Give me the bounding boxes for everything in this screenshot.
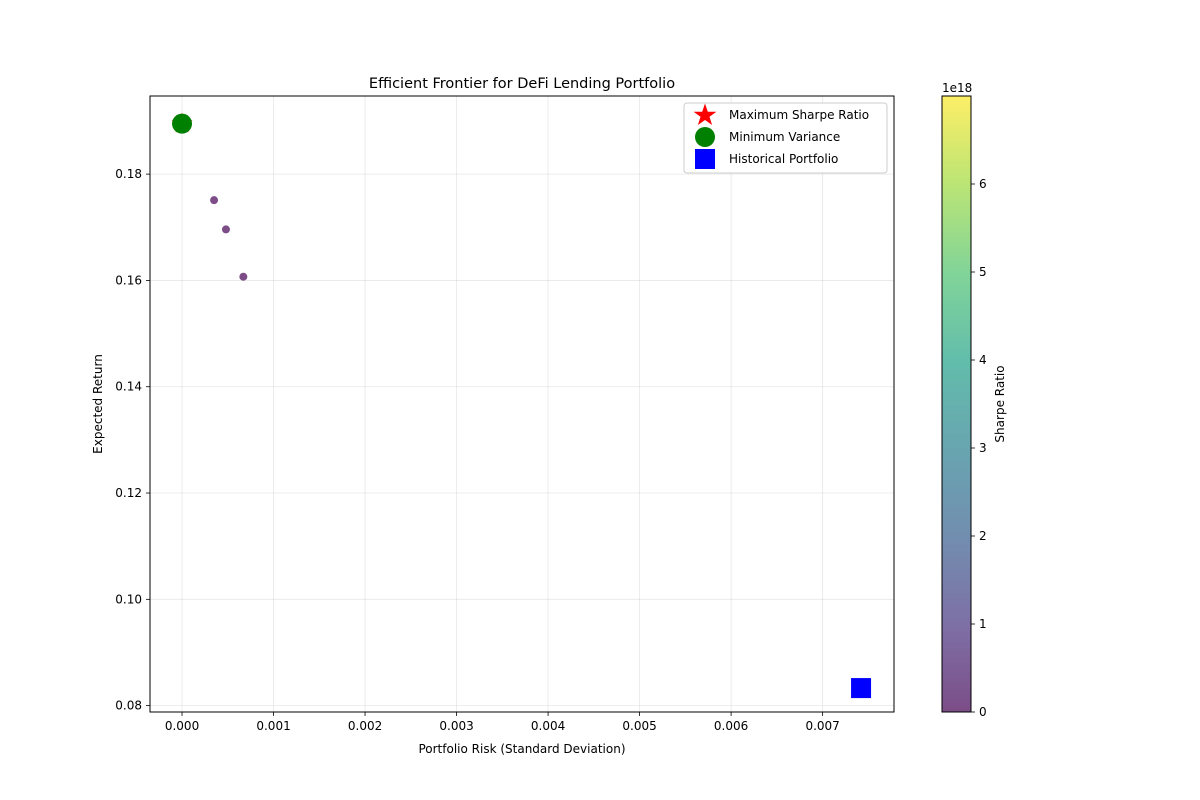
y-tick-label: 0.10 xyxy=(115,592,142,606)
colorbar-offset-text: 1e18 xyxy=(942,81,972,95)
colorbar-tick-label: 6 xyxy=(979,177,987,191)
min-variance-marker xyxy=(172,114,192,134)
legend-circle-marker xyxy=(695,127,715,147)
colorbar-tick-label: 3 xyxy=(979,441,987,455)
x-axis-title: Portfolio Risk (Standard Deviation) xyxy=(418,742,625,756)
historical-portfolio-marker xyxy=(851,678,871,698)
colorbar-ticks: 0 1 2 3 4 5 6 xyxy=(971,177,987,719)
frontier-point xyxy=(239,273,247,281)
legend-label-min-variance: Minimum Variance xyxy=(729,130,840,144)
x-tick-label: 0.002 xyxy=(348,719,382,733)
plot-area xyxy=(150,96,894,712)
legend-square-marker xyxy=(695,149,715,169)
y-tick-label: 0.18 xyxy=(115,167,142,181)
x-tick-label: 0.000 xyxy=(165,719,199,733)
colorbar-tick-label: 0 xyxy=(979,705,987,719)
colorbar-tick-label: 4 xyxy=(979,353,987,367)
x-tick-label: 0.004 xyxy=(531,719,565,733)
colorbar-gradient xyxy=(942,96,971,712)
colorbar-tick-label: 5 xyxy=(979,265,987,279)
y-tick-label: 0.12 xyxy=(115,486,142,500)
frontier-point xyxy=(222,225,230,233)
frontier-point xyxy=(210,196,218,204)
legend-label-historical: Historical Portfolio xyxy=(729,152,838,166)
x-tick-label: 0.001 xyxy=(256,719,290,733)
x-tick-label: 0.006 xyxy=(714,719,748,733)
y-axis-title: Expected Return xyxy=(91,354,105,454)
colorbar-label: Sharpe Ratio xyxy=(993,365,1007,442)
x-tick-label: 0.003 xyxy=(439,719,473,733)
legend-label-max-sharpe: Maximum Sharpe Ratio xyxy=(729,108,869,122)
y-tick-label: 0.14 xyxy=(115,380,142,394)
colorbar-tick-label: 2 xyxy=(979,529,987,543)
y-tick-label: 0.16 xyxy=(115,273,142,287)
colorbar-tick-label: 1 xyxy=(979,617,987,631)
chart-title: Efficient Frontier for DeFi Lending Port… xyxy=(369,76,675,92)
x-tick-label: 0.007 xyxy=(805,719,839,733)
x-tick-label: 0.005 xyxy=(622,719,656,733)
colorbar: 0 1 2 3 4 5 6 1e18 Sharpe Ratio xyxy=(942,81,1007,719)
y-tick-label: 0.08 xyxy=(115,699,142,713)
legend: Maximum Sharpe Ratio Minimum Variance Hi… xyxy=(684,103,887,173)
